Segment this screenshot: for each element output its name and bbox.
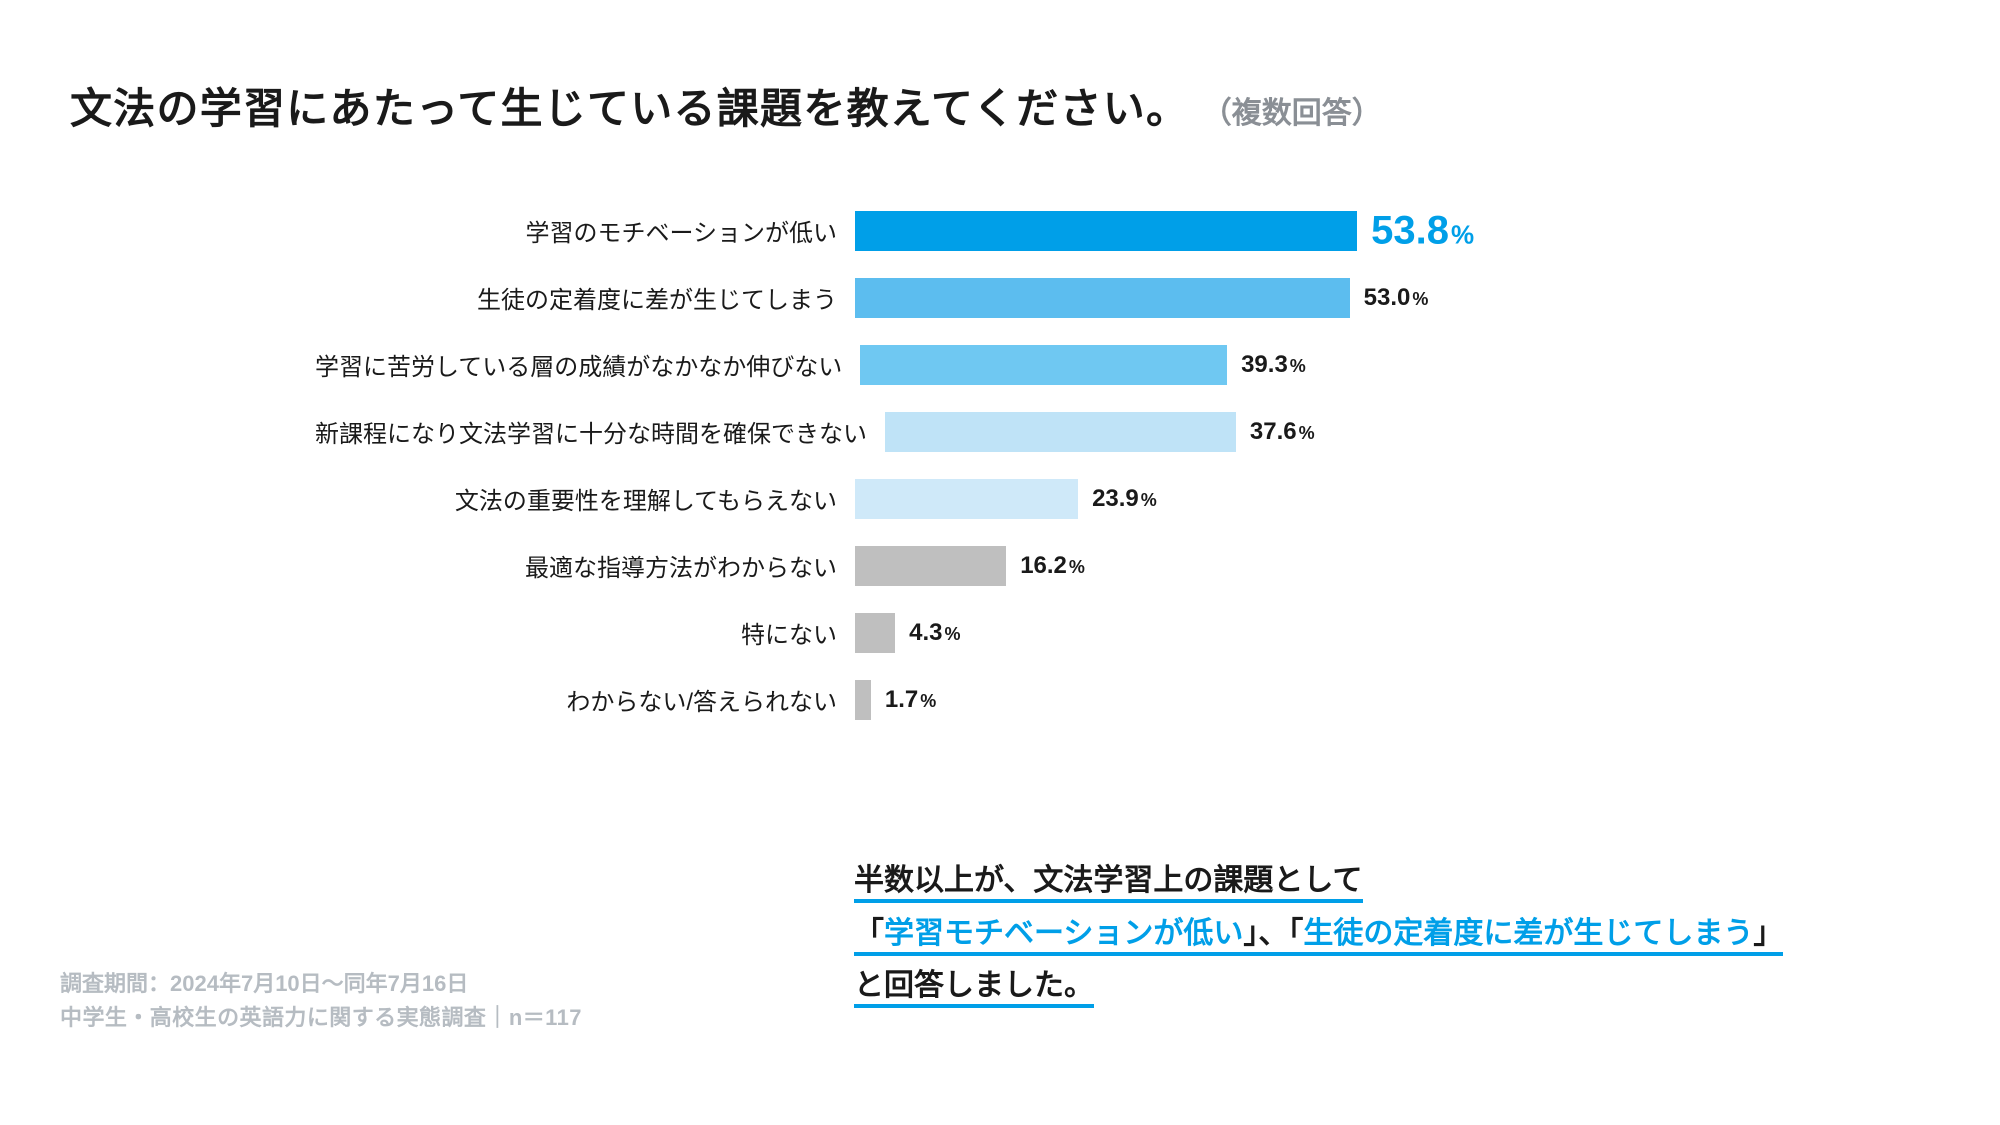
bar-area: 23.9% [855,479,1415,519]
bar-label: 特にない [315,615,855,650]
bar-area: 37.6% [885,412,1445,452]
bar-value: 53.8% [1371,208,1474,253]
summary-line-1: 半数以上が、文法学習上の課題として [854,864,1363,903]
bar-label: 生徒の定着度に差が生じてしまう [315,280,855,315]
bar-area: 53.8% [855,211,1415,251]
bar-value: 23.9% [1092,485,1157,513]
summary-line-3: と回答しました。 [854,969,1094,1008]
bar-value: 16.2% [1020,552,1085,580]
bar-fill [855,613,895,653]
bar-row: 最適な指導方法がわからない 16.2% [315,540,1415,591]
bar-area: 16.2% [855,546,1415,586]
bar-fill [855,211,1357,251]
bar-row: 文法の重要性を理解してもらえない 23.9% [315,473,1415,524]
summary-highlight-2: 生徒の定着度に差が生じてしまう [1303,917,1753,950]
footnote-period-value: 2024年7月10日〜同年7月16日 [170,971,468,996]
bar-row: 特にない 4.3% [315,607,1415,658]
summary-line-2: 「学習モチベーションが低い」、「生徒の定着度に差が生じてしまう」 [854,917,1783,956]
footnote-n-value: 117 [545,1005,582,1030]
bar-label: 学習のモチベーションが低い [315,213,855,248]
bar-label: わからない/答えられない [315,682,855,717]
bar-fill [855,278,1350,318]
bar-value: 53.0% [1364,284,1429,312]
bar-value: 39.3% [1241,351,1306,379]
bar-row: 学習のモチベーションが低い53.8% [315,205,1415,256]
bar-label: 学習に苦労している層の成績がなかなか伸びない [315,347,860,382]
bar-chart: 学習のモチベーションが低い53.8%生徒の定着度に差が生じてしまう53.0%学習… [315,205,1415,741]
bar-fill [885,412,1236,452]
footnote-period-label: 調査期間： [60,971,170,996]
bar-label: 文法の重要性を理解してもらえない [315,481,855,516]
bar-row: 生徒の定着度に差が生じてしまう53.0% [315,272,1415,323]
slide-subtitle: （複数回答） [1202,97,1382,130]
bar-fill [855,680,871,720]
bar-label: 新課程になり文法学習に十分な時間を確保できない [315,414,885,449]
footnote-n-label: n＝ [509,1005,545,1030]
bar-value: 4.3% [909,619,960,647]
slide-title: 文法の学習にあたって生じている課題を教えてください。 [70,85,1189,132]
bar-area: 4.3% [855,613,1415,653]
bar-row: 新課程になり文法学習に十分な時間を確保できない 37.6% [315,406,1415,457]
bar-value: 1.7% [885,686,936,714]
footnote: 調査期間：2024年7月10日〜同年7月16日 中学生・高校生の英語力に関する実… [60,967,582,1035]
bar-area: 1.7% [855,680,1415,720]
bar-area: 39.3% [860,345,1420,385]
bar-fill [855,546,1006,586]
bar-row: わからない/答えられない 1.7% [315,674,1415,725]
bar-label: 最適な指導方法がわからない [315,548,855,583]
bar-value: 37.6% [1250,418,1315,446]
footnote-sep: ｜ [486,1005,508,1030]
summary-text: 半数以上が、文法学習上の課題として 「学習モチベーションが低い」、「生徒の定着度… [854,855,1783,1013]
bar-row: 学習に苦労している層の成績がなかなか伸びない 39.3% [315,339,1415,390]
bar-area: 53.0% [855,278,1415,318]
footnote-survey-name: 中学生・高校生の英語力に関する実態調査 [60,1005,486,1030]
bar-fill [860,345,1227,385]
bar-fill [855,479,1078,519]
summary-highlight-1: 学習モチベーションが低い [884,917,1243,950]
